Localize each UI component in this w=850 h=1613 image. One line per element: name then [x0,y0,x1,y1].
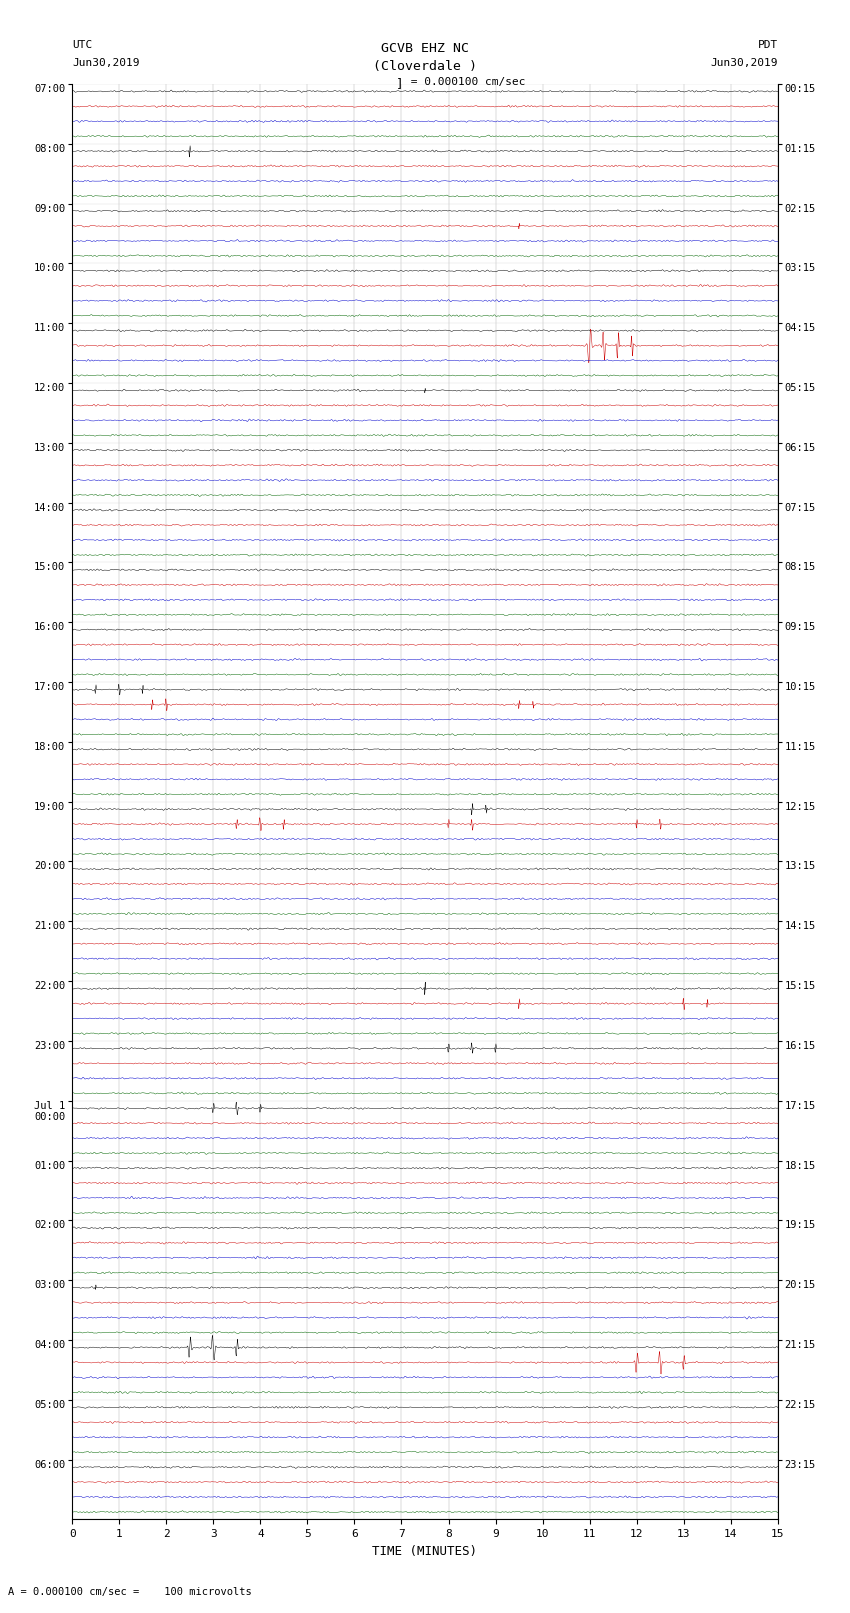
Text: ]: ] [396,77,404,90]
Text: Jun30,2019: Jun30,2019 [72,58,139,68]
Text: UTC: UTC [72,40,93,50]
Text: Jun30,2019: Jun30,2019 [711,58,778,68]
X-axis label: TIME (MINUTES): TIME (MINUTES) [372,1545,478,1558]
Text: PDT: PDT [757,40,778,50]
Text: GCVB EHZ NC: GCVB EHZ NC [381,42,469,55]
Text: A = 0.000100 cm/sec =    100 microvolts: A = 0.000100 cm/sec = 100 microvolts [8,1587,252,1597]
Text: = 0.000100 cm/sec: = 0.000100 cm/sec [404,77,525,87]
Text: (Cloverdale ): (Cloverdale ) [373,60,477,73]
